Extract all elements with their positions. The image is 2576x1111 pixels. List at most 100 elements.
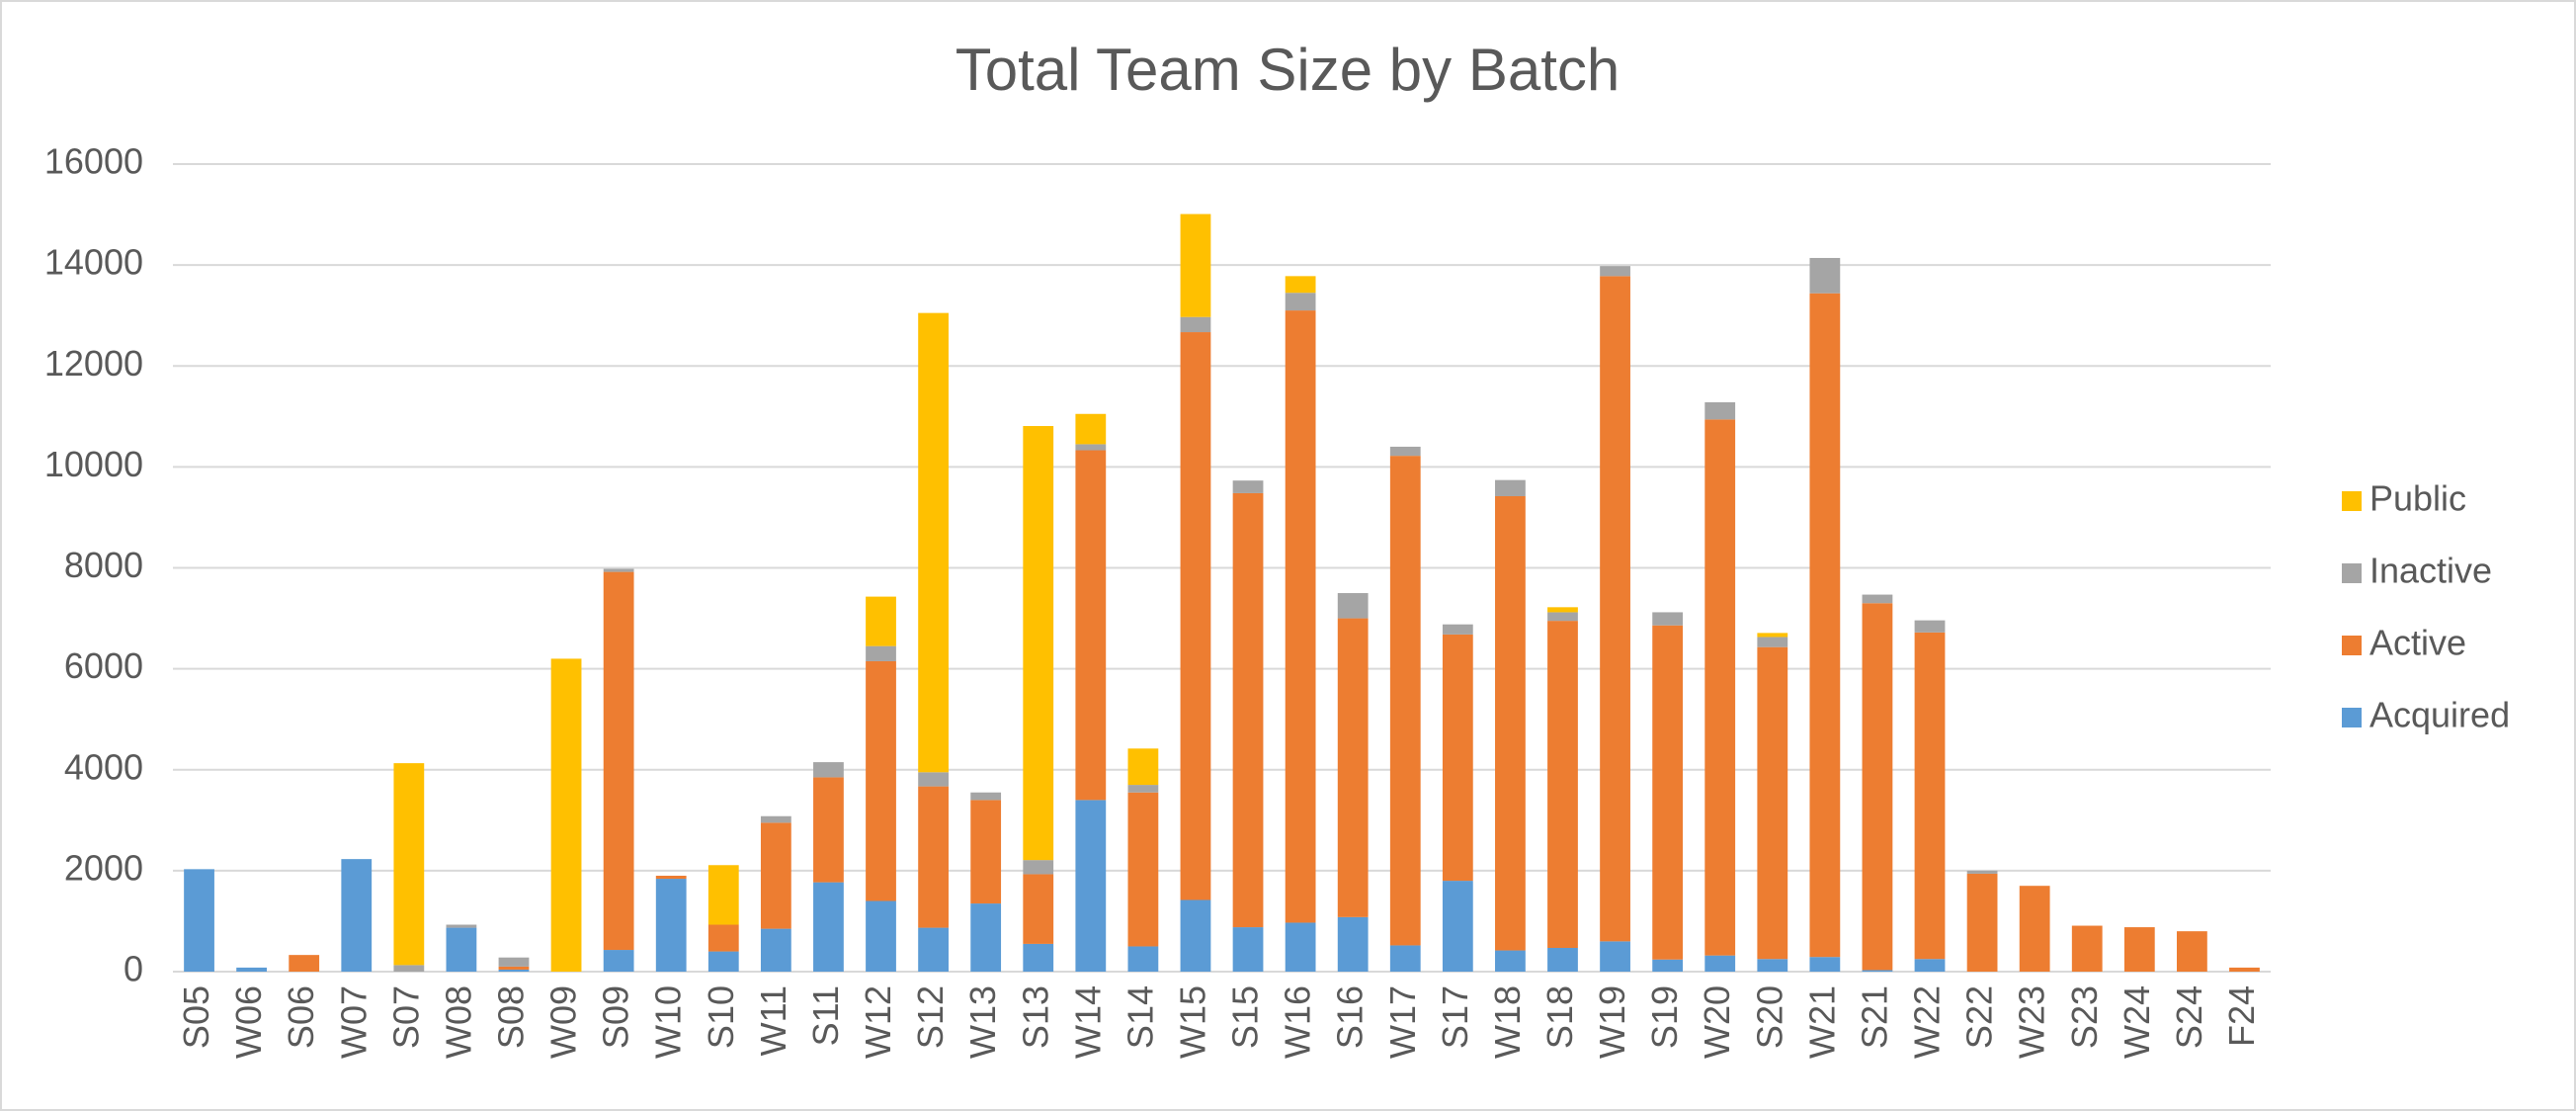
bar-segment — [1285, 922, 1316, 972]
bar-segment — [655, 879, 687, 972]
bar-segment — [1862, 594, 1893, 604]
bar-segment — [603, 571, 634, 951]
bar-segment — [970, 792, 1002, 801]
bar-segment — [1075, 450, 1107, 801]
x-tick-label: S06 — [281, 985, 321, 1049]
x-tick-label: S14 — [1120, 985, 1160, 1049]
bar-segment — [1180, 214, 1211, 317]
bar-segment — [289, 955, 320, 972]
bar-segment — [1757, 646, 1788, 960]
bar-segment — [498, 957, 530, 967]
bar-segment — [1809, 257, 1841, 294]
bar-segment — [1652, 959, 1684, 972]
bar-segment — [1600, 941, 1630, 972]
bar-segment — [760, 815, 791, 823]
x-tick-label: W14 — [1067, 985, 1108, 1059]
bar-segment — [1704, 955, 1736, 972]
bar-segment — [760, 928, 791, 972]
x-tick-label: W10 — [648, 985, 689, 1059]
x-tick-label: W07 — [333, 985, 374, 1059]
bar-segment — [1966, 873, 1998, 972]
bar-segment — [707, 865, 739, 925]
bar-segment — [393, 965, 425, 972]
bar-segment — [866, 900, 896, 972]
bar-segment — [1862, 970, 1893, 972]
bar-segment — [918, 786, 949, 928]
x-tick-label: W15 — [1172, 985, 1212, 1059]
legend-swatch — [2342, 563, 2362, 583]
bar-segment — [655, 875, 687, 880]
bar-segment — [1547, 607, 1578, 613]
bar-segment — [1023, 860, 1054, 875]
x-tick-label: S08 — [491, 985, 532, 1049]
bar-segment — [1180, 332, 1211, 900]
bar-segment — [1389, 945, 1421, 972]
x-tick-label: S15 — [1225, 985, 1266, 1049]
bar-segment — [1862, 603, 1893, 971]
y-tick-label: 16000 — [44, 141, 143, 182]
bar-segment — [1809, 957, 1841, 972]
bar-segment — [2229, 967, 2260, 972]
x-tick-label: S07 — [385, 985, 426, 1049]
bar-segment — [1180, 316, 1211, 333]
bar-segment — [1757, 637, 1788, 647]
bar-segment — [1547, 621, 1578, 949]
x-tick-label: S21 — [1854, 985, 1894, 1049]
bar-segment — [1127, 946, 1159, 972]
y-tick-label: 14000 — [44, 242, 143, 283]
bar-segment — [2071, 925, 2103, 972]
y-tick-label: 6000 — [64, 645, 143, 686]
legend-label: Active — [2369, 623, 2466, 663]
bar-segment — [1547, 948, 1578, 972]
bar-segment — [1232, 927, 1264, 972]
bar-segment — [1337, 916, 1369, 972]
bar-segment — [603, 568, 634, 572]
y-tick-label: 10000 — [44, 444, 143, 484]
x-tick-label: S10 — [701, 985, 741, 1049]
bar-segment — [1966, 870, 1998, 874]
x-tick-label: S09 — [596, 985, 636, 1049]
bar-segment — [1704, 419, 1736, 956]
bar-segment — [1652, 625, 1684, 960]
legend-label: Acquired — [2369, 695, 2510, 735]
x-tick-label: W11 — [753, 985, 793, 1056]
x-tick-label: S20 — [1749, 985, 1789, 1049]
bar-segment — [1023, 943, 1054, 972]
bar-segment — [866, 645, 896, 661]
bar-segment — [498, 969, 530, 972]
x-tick-label: W12 — [858, 985, 898, 1059]
bar-segment — [1337, 618, 1369, 917]
bar-segment — [446, 927, 477, 972]
x-tick-label: S13 — [1015, 985, 1055, 1049]
bar-segment — [813, 777, 844, 883]
bar-segment — [341, 859, 373, 972]
bar-segment — [1127, 785, 1159, 793]
bar-segment — [1704, 402, 1736, 420]
x-tick-label: W09 — [543, 985, 584, 1059]
legend-swatch — [2342, 708, 2362, 727]
bar-segment — [1442, 881, 1473, 972]
bar-segment — [2176, 931, 2207, 972]
bar-segment — [1495, 495, 1526, 951]
legend-label: Inactive — [2369, 551, 2492, 591]
bar-segment — [866, 660, 896, 901]
bar-segment — [813, 882, 844, 972]
bar-segment — [1809, 293, 1841, 958]
bar-segment — [1600, 276, 1630, 942]
x-tick-label: W20 — [1697, 985, 1737, 1059]
x-tick-label: S19 — [1644, 985, 1685, 1049]
x-tick-label: W21 — [1801, 985, 1842, 1059]
bar-segment — [760, 822, 791, 929]
bar-segment — [446, 924, 477, 928]
bar-segment — [1442, 634, 1473, 882]
x-tick-label: W17 — [1382, 985, 1423, 1059]
bar-segment — [1023, 874, 1054, 944]
bar-segment — [2019, 886, 2050, 972]
bar-segment — [1285, 293, 1316, 311]
bar-segment — [1075, 800, 1107, 972]
x-tick-label: W19 — [1592, 985, 1632, 1059]
bar-segment — [1180, 899, 1211, 972]
x-tick-label: S16 — [1330, 985, 1371, 1049]
bar-segment — [1914, 632, 1946, 960]
